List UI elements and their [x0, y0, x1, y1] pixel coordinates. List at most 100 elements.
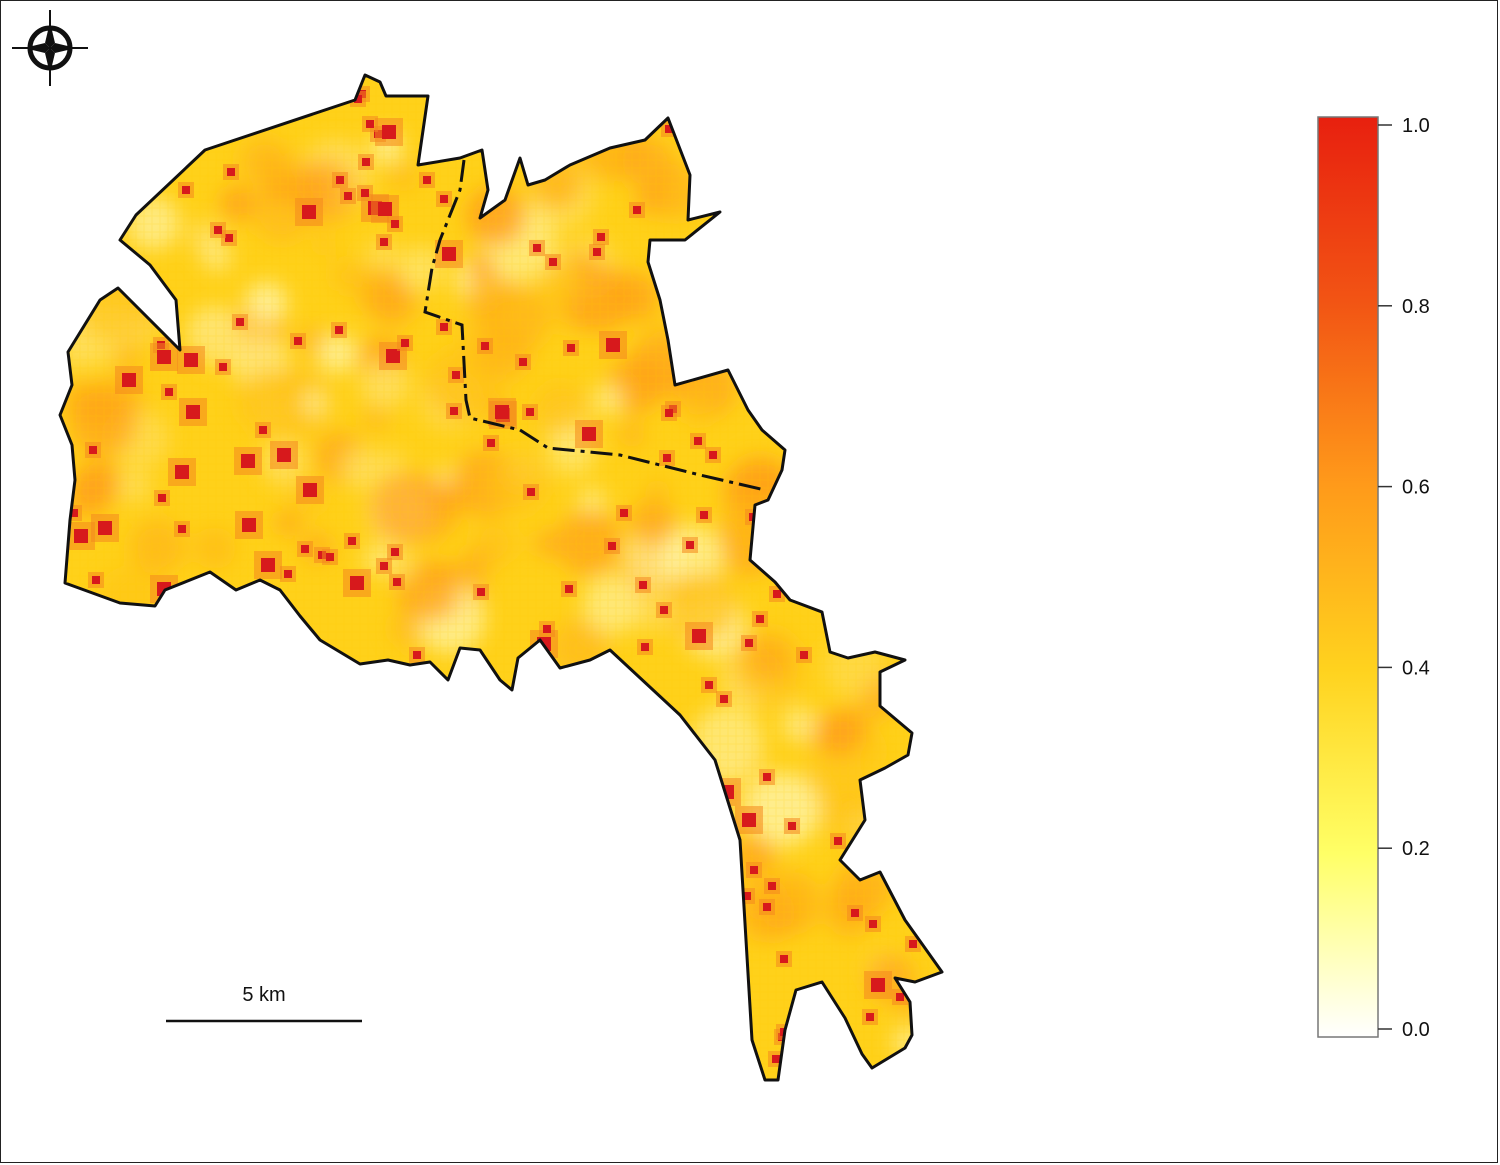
hotspot-cell: [663, 454, 671, 462]
hotspot-cell: [452, 371, 460, 379]
hotspot-cell: [157, 350, 171, 364]
legend-tick-label: 0.8: [1402, 296, 1430, 318]
hotspot-cell: [380, 238, 388, 246]
hotspot-cell: [756, 615, 764, 623]
hotspot-cell: [700, 511, 708, 519]
hotspot-cell: [74, 529, 88, 543]
hotspot-cell: [481, 342, 489, 350]
hotspot-cell: [582, 427, 596, 441]
hotspot-cell: [391, 220, 399, 228]
hotspot-cell: [750, 866, 758, 874]
hotspot-cell: [639, 581, 647, 589]
hotspot-cell: [361, 189, 369, 197]
hotspot-cell: [241, 454, 255, 468]
hotspot-cell: [165, 388, 173, 396]
hotspot-cell: [763, 903, 771, 911]
hotspot-cell: [743, 892, 751, 900]
hotspot-cell: [242, 518, 256, 532]
hotspot-cell: [92, 576, 100, 584]
hotspot-cell: [567, 344, 575, 352]
hotspot-cell: [70, 509, 78, 517]
hotspot-cell: [259, 426, 267, 434]
hotspot-cell: [745, 639, 753, 647]
hotspot-cell: [608, 542, 616, 550]
hotspot-cell: [89, 446, 97, 454]
legend-colorbar: [1317, 116, 1379, 1038]
hotspot-cell: [175, 465, 189, 479]
hotspot-cell: [362, 158, 370, 166]
hotspot-cell: [477, 588, 485, 596]
hotspot-cell: [660, 606, 668, 614]
legend-tick-label: 1.0: [1402, 115, 1430, 137]
hotspot-cell: [423, 176, 431, 184]
hotspot-cell: [98, 521, 112, 535]
hotspot-cell: [350, 576, 364, 590]
hotspot-cell: [391, 548, 399, 556]
hotspot-cell: [158, 494, 166, 502]
heatmap-region: [58, 73, 944, 1082]
legend-tick-label: 0.6: [1402, 477, 1430, 499]
hotspot-cell: [742, 813, 756, 827]
hotspot-cell: [184, 353, 198, 367]
hotspot-cell: [122, 373, 136, 387]
hotspot-cell: [606, 338, 620, 352]
hotspot-cell: [277, 448, 291, 462]
hotspot-cell: [401, 339, 409, 347]
hotspot-cell: [543, 625, 551, 633]
hotspot-cell: [344, 192, 352, 200]
scale-bar-label: 5 km: [242, 984, 285, 1006]
hotspot-cell: [866, 1013, 874, 1021]
hotspot-cell: [366, 120, 374, 128]
hotspot-cell: [348, 537, 356, 545]
hotspot-cell: [302, 205, 316, 219]
hotspot-cell: [896, 993, 904, 1001]
hotspot-cell: [186, 405, 200, 419]
hotspot-cell: [440, 195, 448, 203]
hotspot-cell: [178, 525, 186, 533]
hotspot-cell: [565, 585, 573, 593]
hotspot-cell: [773, 590, 781, 598]
hotspot-cell: [519, 358, 527, 366]
hotspot-cell: [393, 578, 401, 586]
hotspot-cell: [495, 405, 509, 419]
hotspot-cell: [909, 940, 917, 948]
hotspot-cell: [413, 651, 421, 659]
hotspot-cell: [440, 323, 448, 331]
hotspot-cell: [301, 545, 309, 553]
hotspot-cell: [380, 562, 388, 570]
hotspot-cell: [450, 407, 458, 415]
hotspot-cell: [527, 488, 535, 496]
hotspot-cell: [686, 541, 694, 549]
hotspot-cell: [219, 363, 227, 371]
hotspot-cell: [665, 409, 673, 417]
hotspot-cell: [284, 570, 292, 578]
hotspot-cell: [487, 439, 495, 447]
hotspot-cell: [236, 318, 244, 326]
hotspot-cell: [705, 681, 713, 689]
hotspot-cell: [869, 920, 877, 928]
legend-tick-label: 0.0: [1402, 1019, 1430, 1041]
hotspot-cell: [665, 125, 673, 133]
hotspot-cell: [871, 978, 885, 992]
hotspot-cell: [834, 837, 842, 845]
hotspot-cell: [225, 234, 233, 242]
hotspot-cell: [354, 95, 362, 103]
hotspot-cell: [709, 451, 717, 459]
color-legend: 1.0 0.8 0.6 0.4 0.2 0.0: [1317, 115, 1430, 1041]
hotspot-cell: [692, 629, 706, 643]
scale-bar: 5 km: [166, 984, 362, 1023]
hotspot-cell: [593, 248, 601, 256]
hotspot-cell: [641, 643, 649, 651]
hotspot-cell: [294, 337, 302, 345]
hotspot-cell: [788, 822, 796, 830]
hotspot-cell: [526, 408, 534, 416]
legend-tick-label: 0.2: [1402, 838, 1430, 860]
hotspot-cell: [851, 909, 859, 917]
hotspot-cell: [533, 244, 541, 252]
region-boundary: [58, 73, 944, 1082]
hotspot-cell: [763, 773, 771, 781]
hotspot-cell: [442, 247, 456, 261]
hotspot-cell: [549, 258, 557, 266]
